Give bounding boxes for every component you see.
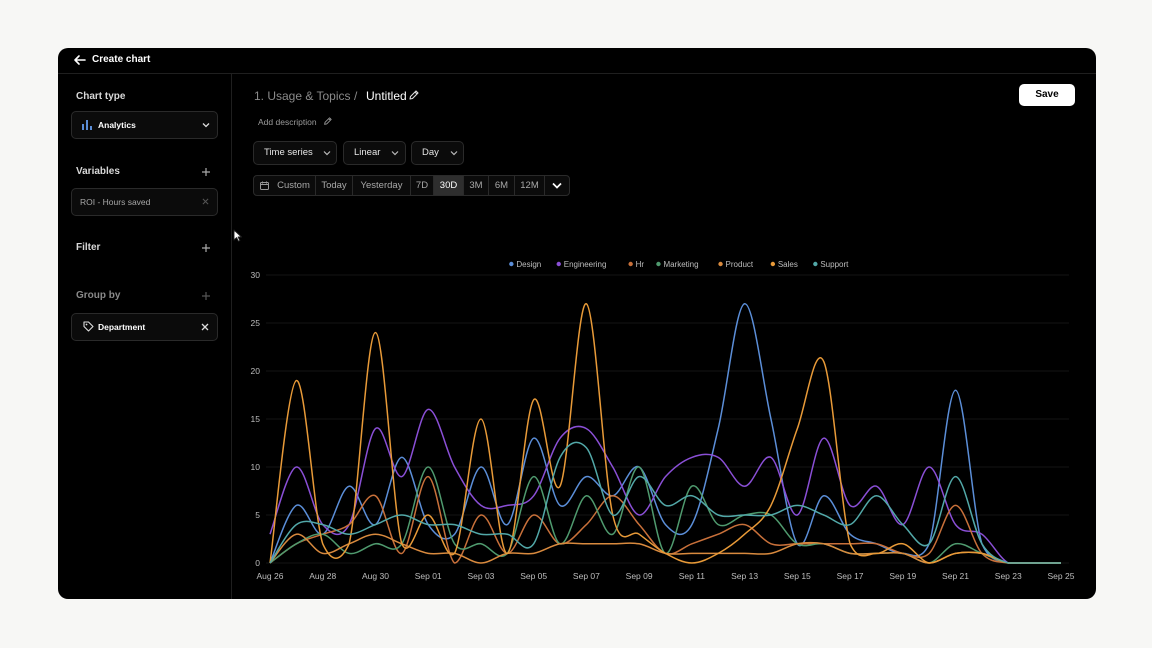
interval-dropdown[interactable]: Day (411, 141, 464, 165)
group-by-label: Group by (76, 290, 121, 301)
range-6m[interactable]: 6M (489, 176, 515, 195)
y-tick-label: 0 (255, 558, 260, 568)
series-line-support (269, 441, 1061, 564)
chart-type-select[interactable]: Analytics (71, 111, 218, 139)
chart-type-value: Analytics (98, 120, 136, 130)
legend-dot (556, 261, 561, 267)
y-tick-label: 5 (255, 510, 260, 520)
scale-dropdown[interactable]: Linear (343, 141, 406, 165)
mouse-pointer-icon (233, 229, 242, 242)
chevron-down-icon (450, 151, 458, 156)
range-more-button[interactable] (545, 176, 569, 195)
back-arrow-icon[interactable] (73, 53, 87, 67)
range-12m[interactable]: 12M (515, 176, 545, 195)
x-tick-label: Sep 03 (467, 571, 494, 581)
x-tick-label: Aug 30 (362, 571, 389, 581)
legend-label: Design (516, 260, 541, 269)
breadcrumb-parent[interactable]: 1. Usage & Topics (254, 89, 351, 103)
legend-label: Support (820, 260, 849, 269)
y-tick-label: 10 (251, 462, 261, 472)
chevron-down-icon (202, 123, 210, 128)
series-line-design (269, 303, 1061, 564)
filter-label: Filter (76, 242, 101, 253)
breadcrumb-separator: / (354, 89, 358, 103)
series-line-engineering (269, 408, 1061, 564)
group-by-value: Department (98, 322, 146, 332)
date-range-bar: Custom Today Yesterday 7D 30D 3M 6M 12M (253, 175, 570, 196)
page-title: Create chart (92, 54, 151, 65)
range-today[interactable]: Today (316, 176, 353, 195)
remove-group-icon[interactable] (201, 323, 209, 331)
x-tick-label: Aug 26 (257, 571, 284, 581)
variable-value: ROI - Hours saved (80, 197, 151, 207)
legend-dot (509, 261, 514, 267)
main-panel: 1. Usage & Topics / Untitled Add descrip… (232, 74, 1096, 599)
y-tick-label: 30 (251, 270, 261, 280)
add-filter-icon[interactable] (201, 243, 211, 253)
calendar-icon (260, 181, 269, 190)
x-tick-label: Sep 21 (942, 571, 969, 581)
range-yesterday[interactable]: Yesterday (353, 176, 411, 195)
chart-type-label: Chart type (76, 91, 126, 102)
legend-dot (656, 261, 661, 267)
chevron-down-icon (391, 151, 399, 156)
chart-builder-window: Create chart Chart type Analytics Variab… (58, 48, 1096, 599)
interval-value: Day (422, 147, 439, 158)
series-line-sales (269, 303, 1061, 564)
x-tick-label: Sep 17 (837, 571, 864, 581)
x-tick-label: Sep 19 (889, 571, 916, 581)
scale-value: Linear (354, 147, 381, 158)
legend-dot (770, 261, 776, 267)
group-by-chip[interactable]: Department (71, 313, 218, 341)
top-bar: Create chart (58, 48, 1096, 74)
range-30d[interactable]: 30D (434, 176, 464, 195)
y-tick-label: 15 (251, 414, 261, 424)
chevron-down-icon (323, 151, 331, 156)
chevron-down-icon (552, 182, 562, 189)
save-button[interactable]: Save (1019, 84, 1075, 106)
legend-label: Product (726, 260, 754, 269)
chart-mode-dropdown[interactable]: Time series (253, 141, 337, 165)
x-tick-label: Sep 05 (520, 571, 547, 581)
legend-label: Sales (778, 260, 798, 269)
remove-variable-icon[interactable] (202, 198, 209, 205)
x-tick-label: Sep 15 (784, 571, 811, 581)
chart-mode-value: Time series (264, 147, 313, 158)
y-tick-label: 20 (251, 366, 261, 376)
add-variable-icon[interactable] (201, 167, 211, 177)
legend-dot (718, 261, 723, 267)
x-tick-label: Sep 09 (626, 571, 653, 581)
chart-title[interactable]: Untitled (366, 89, 407, 103)
line-chart: 0 5 10 15 20 25 30 Aug 26 Aug 28 Aug 30 Sep 01 Sep … (251, 260, 1075, 581)
x-tick-label: Aug 28 (309, 571, 336, 581)
legend-label: Engineering (564, 260, 607, 269)
x-tick-label: Sep 11 (679, 571, 706, 581)
x-tick-label: Sep 01 (415, 571, 442, 581)
legend-dot (813, 261, 818, 267)
x-tick-label: Sep 13 (731, 571, 758, 581)
edit-title-icon[interactable] (408, 90, 419, 101)
variables-label: Variables (76, 166, 120, 177)
range-custom[interactable]: Custom (272, 176, 316, 195)
variable-chip[interactable]: ROI - Hours saved (71, 188, 218, 216)
sidebar: Chart type Analytics Variables ROI - Hou… (58, 74, 232, 599)
legend-label: Hr (636, 260, 645, 269)
x-tick-label: Sep 07 (573, 571, 600, 581)
x-tick-label: Sep 23 (995, 571, 1022, 581)
range-3m[interactable]: 3M (464, 176, 489, 195)
legend-label: Marketing (663, 260, 698, 269)
x-tick-label: Sep 25 (1048, 571, 1075, 581)
edit-description-icon[interactable] (323, 117, 332, 126)
y-tick-label: 25 (251, 318, 261, 328)
tag-icon (83, 321, 94, 332)
add-description-link[interactable]: Add description (258, 117, 317, 127)
range-7d[interactable]: 7D (411, 176, 434, 195)
add-group-icon[interactable] (201, 291, 211, 301)
legend-dot (628, 261, 633, 267)
bar-chart-icon (82, 120, 92, 130)
